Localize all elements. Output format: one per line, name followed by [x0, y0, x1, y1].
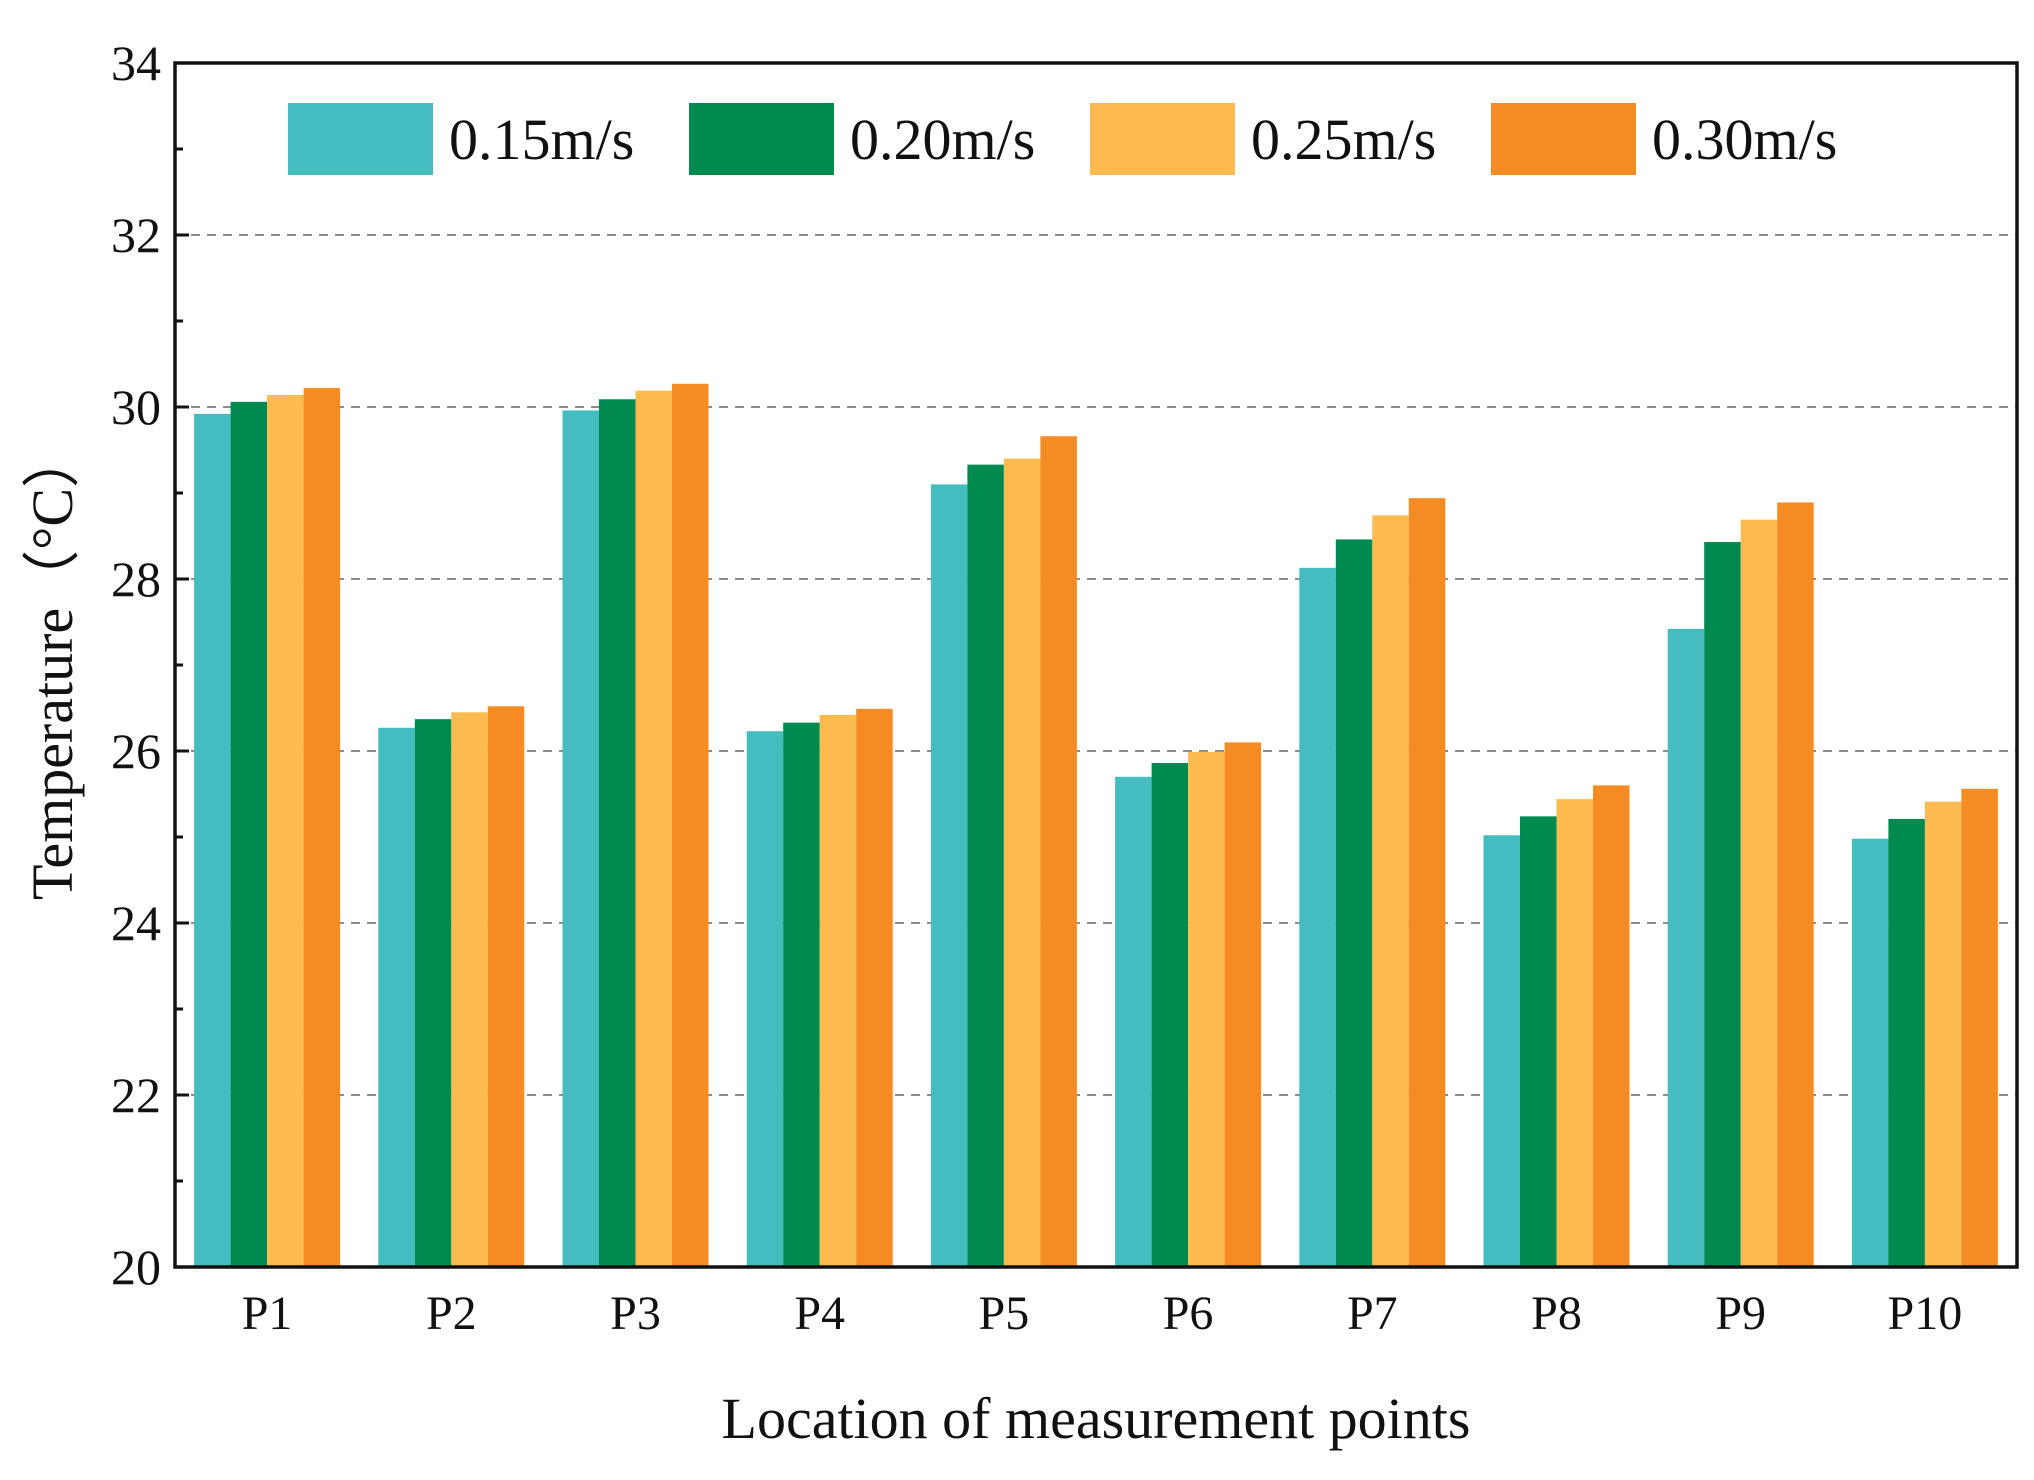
x-tick-label: P4 — [794, 1287, 845, 1340]
x-tick-label: P8 — [1531, 1287, 1582, 1340]
bar-p10-series-2 — [1888, 818, 1925, 1267]
bar-p4-series-4 — [856, 708, 893, 1267]
bar-p2-series-4 — [487, 706, 525, 1267]
x-tick-label: P7 — [1347, 1287, 1398, 1340]
y-tick-label: 26 — [111, 723, 161, 779]
legend-label: 0.20m/s — [850, 107, 1035, 172]
bar-p1-series-4 — [303, 388, 341, 1268]
legend: 0.15m/s 0.20m/s 0.25m/s 0.30m/s — [288, 103, 1837, 175]
x-tick-label: P2 — [426, 1287, 477, 1340]
bar-p6-series-3 — [1188, 751, 1225, 1267]
legend-swatch — [1090, 103, 1235, 175]
bar-p7-series-2 — [1335, 539, 1373, 1267]
legend-label: 0.25m/s — [1251, 107, 1436, 172]
bar-p10-series-3 — [1924, 801, 1962, 1267]
y-axis-title: Temperature（°C） — [20, 430, 85, 900]
y-tick-label: 32 — [111, 207, 161, 263]
x-tick-label: P1 — [242, 1287, 293, 1340]
bar-p1-series-2 — [230, 401, 268, 1268]
bar-p2-series-3 — [451, 712, 488, 1267]
bar-p1-series-3 — [267, 394, 304, 1268]
x-axis-title: Location of measurement points — [722, 1386, 1471, 1451]
bar-p6-series-1 — [1115, 776, 1152, 1267]
bar-p8-series-4 — [1593, 785, 1630, 1267]
legend-swatch — [689, 103, 834, 175]
bar-p3-series-4 — [672, 383, 709, 1267]
x-tick-label: P9 — [1715, 1287, 1766, 1340]
bar-p8-series-2 — [1520, 816, 1557, 1267]
bar-p6-series-2 — [1151, 763, 1189, 1267]
bar-p8-series-1 — [1483, 835, 1520, 1267]
bar-p5-series-2 — [967, 464, 1004, 1267]
y-tick-label: 30 — [111, 379, 161, 435]
bar-p10-series-4 — [1961, 788, 1998, 1267]
bar-p7-series-1 — [1299, 567, 1336, 1267]
bar-p3-series-3 — [635, 390, 672, 1267]
bar-p9-series-4 — [1777, 502, 1814, 1268]
axis-ticks: 20 22 24 26 28 30 32 34 P1 P2 P3 P4 P5 P6 P7 P8 P9 P10 — [111, 35, 1962, 1340]
bars — [194, 383, 1998, 1268]
x-tick-label: P3 — [610, 1287, 661, 1340]
bar-p9-series-2 — [1704, 542, 1741, 1267]
bar-p8-series-3 — [1556, 799, 1593, 1267]
bar-p9-series-3 — [1740, 519, 1778, 1267]
y-tick-label: 34 — [111, 35, 161, 91]
bar-p5-series-4 — [1040, 436, 1077, 1267]
bar-p7-series-3 — [1372, 515, 1409, 1267]
x-tick-label: P5 — [979, 1287, 1030, 1340]
bar-p1-series-1 — [194, 413, 231, 1267]
x-tick-label: P10 — [1888, 1287, 1963, 1340]
bar-p7-series-4 — [1408, 498, 1446, 1267]
legend-label: 0.15m/s — [449, 107, 634, 172]
y-tick-label: 28 — [111, 551, 161, 607]
bar-p5-series-3 — [1003, 458, 1041, 1268]
bar-p3-series-1 — [562, 410, 599, 1267]
legend-swatch — [1491, 103, 1636, 175]
x-tick-label: P6 — [1163, 1287, 1214, 1340]
bar-p4-series-3 — [819, 714, 857, 1267]
bar-p4-series-1 — [746, 731, 784, 1267]
bar-p2-series-1 — [378, 727, 415, 1267]
bar-p4-series-2 — [783, 722, 820, 1267]
y-tick-label: 24 — [111, 895, 161, 951]
bar-p10-series-1 — [1851, 838, 1889, 1267]
legend-swatch — [288, 103, 433, 175]
bar-p5-series-1 — [930, 484, 968, 1267]
bar-p6-series-4 — [1224, 742, 1262, 1267]
y-tick-label: 20 — [111, 1239, 161, 1295]
y-tick-label: 22 — [111, 1067, 161, 1123]
bar-p9-series-1 — [1667, 628, 1705, 1267]
bar-p3-series-2 — [599, 399, 636, 1267]
bar-p2-series-2 — [414, 719, 452, 1267]
legend-label: 0.30m/s — [1652, 107, 1837, 172]
